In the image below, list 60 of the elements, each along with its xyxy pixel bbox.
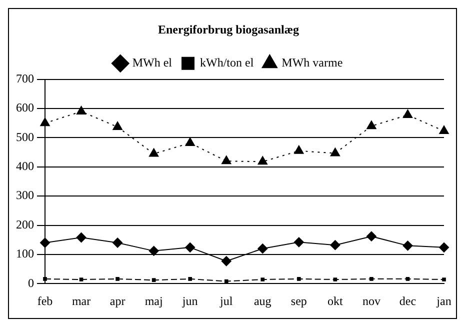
point (152, 278, 156, 282)
point (294, 145, 304, 154)
point (442, 278, 446, 282)
point (406, 277, 410, 281)
y-tick-label: 700 (16, 72, 34, 86)
point (185, 137, 195, 146)
point (148, 246, 159, 256)
x-tick-label: feb (37, 294, 53, 308)
point (294, 237, 304, 248)
point (185, 242, 196, 252)
point (40, 118, 50, 126)
x-tick-label: sep (290, 294, 307, 308)
legend-label: MWh varme (282, 56, 343, 70)
point (366, 231, 376, 242)
point (439, 242, 449, 252)
point (76, 106, 86, 114)
x-tick-label: mar (72, 294, 91, 308)
x-tick-label: aug (254, 294, 272, 308)
point (330, 240, 340, 250)
point (370, 277, 374, 281)
y-tick-label: 100 (16, 246, 34, 261)
point (258, 156, 268, 165)
y-tick-label: 300 (16, 188, 34, 202)
point (112, 238, 123, 248)
legend-label: kWh/ton el (200, 56, 254, 70)
point (112, 121, 122, 130)
x-tick-label: dec (399, 294, 416, 308)
point (43, 277, 47, 281)
point (76, 232, 86, 243)
point (402, 240, 413, 251)
x-tick-label: maj (144, 294, 163, 308)
point (330, 148, 340, 156)
x-tick-label: apr (110, 294, 126, 308)
x-tick-label: nov (362, 294, 380, 308)
point (260, 278, 265, 282)
y-tick-label: 600 (16, 100, 34, 115)
point (333, 278, 338, 282)
point (188, 277, 192, 281)
point (439, 126, 449, 134)
point (116, 277, 120, 281)
point (296, 277, 301, 281)
y-tick-label: 200 (16, 217, 34, 232)
point (402, 109, 413, 118)
point (148, 148, 159, 157)
point (258, 244, 268, 254)
point (79, 278, 84, 282)
point (40, 238, 50, 248)
chart-title: Energiforbrug biogasanlæg (158, 22, 300, 36)
point (224, 279, 228, 284)
x-tick-label: okt (328, 294, 344, 308)
y-tick-label: 400 (16, 159, 34, 174)
y-tick-label: 500 (16, 130, 34, 144)
point (222, 156, 232, 164)
x-tick-label: jan (436, 294, 452, 308)
point (366, 120, 376, 130)
y-tick-label: 0 (28, 276, 34, 290)
x-tick-label: jul (219, 294, 234, 308)
x-tick-label: jun (181, 294, 198, 308)
legend-label: MWh el (132, 56, 173, 70)
point (221, 256, 232, 266)
